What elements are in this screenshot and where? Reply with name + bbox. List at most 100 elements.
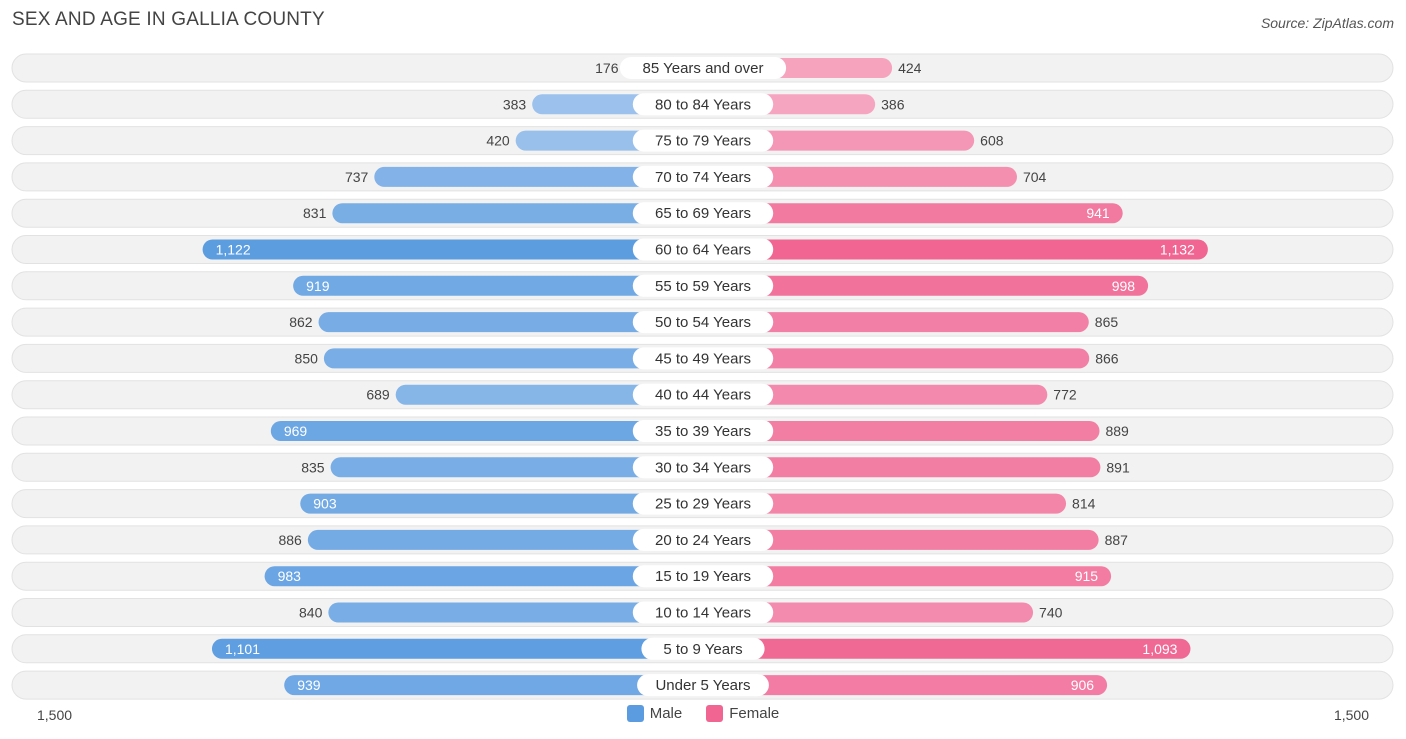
category-label-background bbox=[632, 238, 774, 261]
male-value-label: 1,101 bbox=[225, 641, 260, 657]
female-value-label: 891 bbox=[1106, 459, 1130, 475]
male-value-label: 939 bbox=[297, 677, 321, 693]
category-label: 10 to 14 Years bbox=[655, 605, 751, 622]
female-value-label: 866 bbox=[1095, 350, 1119, 366]
male-value-label: 737 bbox=[345, 169, 369, 185]
male-value-label: 862 bbox=[289, 314, 313, 330]
category-label-background bbox=[632, 492, 774, 515]
legend-item-female[interactable]: Female bbox=[706, 705, 779, 722]
category-label: Under 5 Years bbox=[655, 677, 750, 694]
male-bar bbox=[328, 602, 703, 623]
category-label: 75 to 79 Years bbox=[655, 133, 751, 150]
category-label: 70 to 74 Years bbox=[655, 169, 751, 186]
female-swatch-icon bbox=[706, 705, 724, 722]
female-value-label: 704 bbox=[1023, 169, 1047, 185]
category-label: 35 to 39 Years bbox=[655, 423, 751, 440]
female-bar bbox=[703, 166, 1017, 187]
category-label: 50 to 54 Years bbox=[655, 314, 751, 331]
category-label: 25 to 29 Years bbox=[655, 496, 751, 513]
category-label-background bbox=[632, 347, 774, 370]
category-label-background bbox=[637, 674, 769, 697]
female-bar bbox=[703, 457, 1101, 478]
chart-title: SEX AND AGE IN GALLIA COUNTY bbox=[12, 9, 325, 30]
source-label: Source: ZipAtlas.com bbox=[1260, 15, 1394, 31]
male-bar bbox=[330, 457, 703, 478]
female-value-label: 386 bbox=[881, 96, 905, 112]
female-value-label: 865 bbox=[1095, 314, 1119, 330]
female-bar bbox=[703, 239, 1208, 260]
category-label-background bbox=[632, 601, 774, 624]
category-label-background bbox=[632, 93, 774, 116]
male-value-label: 969 bbox=[284, 423, 308, 439]
female-value-label: 889 bbox=[1105, 423, 1129, 439]
category-label: 80 to 84 Years bbox=[655, 96, 751, 113]
female-bar bbox=[703, 493, 1067, 514]
category-label-background bbox=[632, 565, 774, 588]
female-value-label: 814 bbox=[1072, 496, 1096, 512]
female-bar bbox=[703, 203, 1123, 224]
female-bar bbox=[703, 638, 1191, 659]
axis-left-label: 1,500 bbox=[37, 707, 73, 723]
female-value-label: 941 bbox=[1086, 205, 1110, 221]
female-bar bbox=[703, 312, 1089, 333]
category-label: 20 to 24 Years bbox=[655, 532, 751, 549]
legend-item-male[interactable]: Male bbox=[626, 705, 683, 722]
female-bar bbox=[703, 348, 1090, 369]
male-value-label: 903 bbox=[313, 496, 337, 512]
male-bar bbox=[264, 566, 703, 587]
category-label-background bbox=[632, 383, 774, 406]
category-label-background bbox=[632, 311, 774, 334]
male-bar bbox=[318, 312, 703, 333]
female-value-label: 424 bbox=[898, 60, 922, 76]
legend: Male Female bbox=[0, 705, 1406, 722]
male-value-label: 850 bbox=[295, 350, 319, 366]
female-value-label: 906 bbox=[1071, 677, 1095, 693]
female-value-label: 998 bbox=[1112, 278, 1136, 294]
male-swatch-icon bbox=[626, 705, 644, 722]
male-value-label: 383 bbox=[503, 96, 527, 112]
female-value-label: 915 bbox=[1075, 568, 1099, 584]
category-label: 55 to 59 Years bbox=[655, 278, 751, 295]
category-label-background bbox=[641, 637, 765, 660]
male-value-label: 176 bbox=[595, 60, 619, 76]
category-label-background bbox=[632, 129, 774, 152]
male-value-label: 919 bbox=[306, 278, 330, 294]
male-value-label: 1,122 bbox=[216, 242, 251, 258]
male-bar bbox=[270, 421, 703, 441]
category-label-background bbox=[632, 274, 774, 297]
category-label-background bbox=[619, 57, 787, 79]
legend-label-female: Female bbox=[729, 705, 780, 722]
category-label: 60 to 64 Years bbox=[655, 242, 751, 259]
female-value-label: 887 bbox=[1105, 532, 1129, 548]
axis-right-label: 1,500 bbox=[1333, 707, 1369, 723]
female-value-label: 608 bbox=[980, 133, 1004, 149]
female-bar bbox=[703, 529, 1099, 550]
category-label: 30 to 34 Years bbox=[655, 459, 751, 476]
male-bar bbox=[284, 675, 703, 696]
male-bar bbox=[307, 529, 703, 550]
male-bar bbox=[300, 493, 703, 514]
male-bar bbox=[211, 638, 704, 659]
female-value-label: 1,093 bbox=[1142, 641, 1177, 657]
male-value-label: 420 bbox=[486, 133, 510, 149]
male-value-label: 835 bbox=[301, 459, 325, 475]
male-value-label: 886 bbox=[278, 532, 302, 548]
female-bar bbox=[703, 275, 1149, 296]
category-label-background bbox=[632, 456, 774, 479]
male-bar bbox=[332, 203, 703, 224]
category-label-background bbox=[632, 202, 774, 225]
legend-label-male: Male bbox=[649, 705, 683, 722]
category-label-background bbox=[632, 420, 774, 442]
category-label-background bbox=[632, 528, 774, 551]
category-label: 45 to 49 Years bbox=[655, 350, 751, 367]
female-bar bbox=[703, 675, 1108, 696]
category-label: 65 to 69 Years bbox=[655, 205, 751, 222]
female-bar bbox=[703, 384, 1048, 405]
male-bar bbox=[293, 275, 703, 296]
category-label-background bbox=[632, 165, 774, 188]
category-label: 40 to 44 Years bbox=[655, 387, 751, 404]
category-label: 85 Years and over bbox=[643, 60, 764, 77]
female-value-label: 1,132 bbox=[1160, 242, 1195, 258]
female-bar bbox=[703, 602, 1034, 623]
